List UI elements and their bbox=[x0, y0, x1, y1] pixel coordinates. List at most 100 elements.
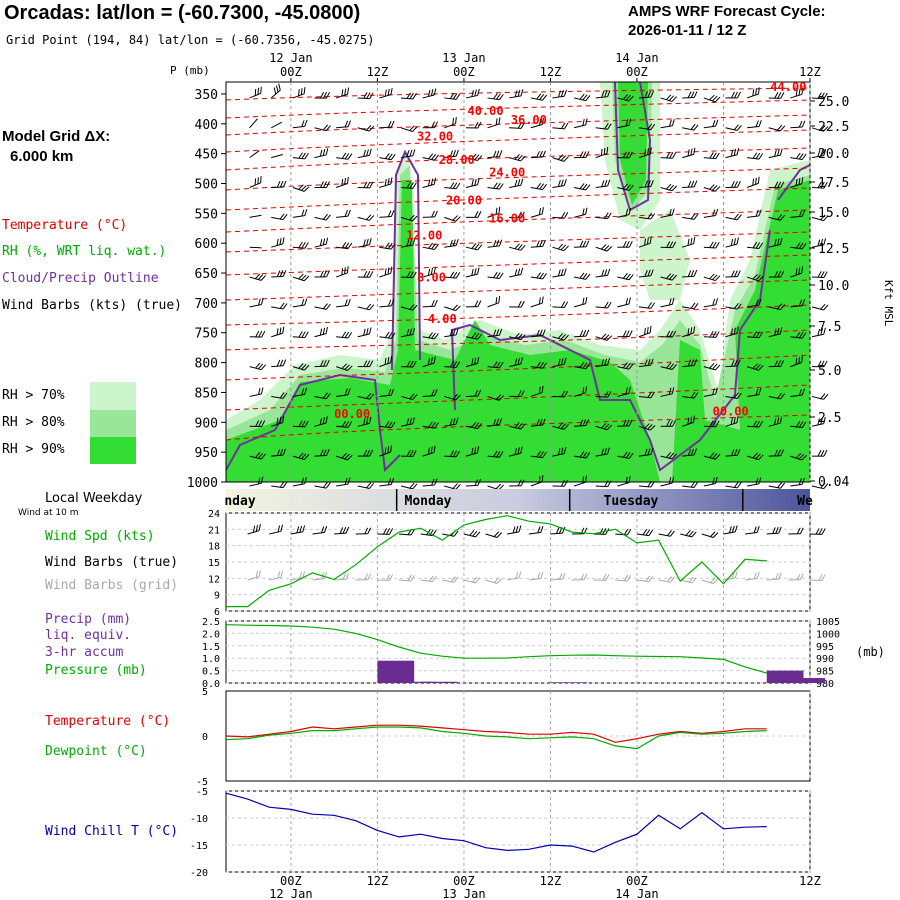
wind-barb bbox=[574, 240, 590, 248]
wind-barb bbox=[638, 391, 655, 399]
grid-wind-barb bbox=[701, 577, 719, 584]
wind-barb bbox=[552, 333, 569, 341]
wind-barb bbox=[422, 445, 436, 457]
wind-barb bbox=[682, 91, 698, 99]
wind-barb bbox=[790, 453, 807, 461]
temperature-tick-label: -5 bbox=[196, 777, 208, 788]
wind-barb bbox=[747, 241, 764, 249]
wind-barb bbox=[660, 362, 677, 370]
height-tick-label: 17.5 bbox=[818, 176, 849, 191]
wind-barb bbox=[422, 389, 438, 397]
wind-barb bbox=[444, 239, 459, 248]
wind-barb bbox=[465, 389, 482, 397]
pressure-tick-label: 650 bbox=[195, 267, 218, 282]
wind-barb bbox=[249, 118, 258, 129]
wind-barb bbox=[811, 238, 827, 248]
wind-barb bbox=[725, 359, 741, 368]
wind-barb bbox=[292, 119, 308, 129]
wind-barb bbox=[401, 450, 417, 457]
wind-barb bbox=[401, 181, 417, 189]
wind-barb bbox=[422, 478, 438, 487]
cloud-outline-upper bbox=[614, 82, 652, 212]
wind-barb bbox=[768, 482, 786, 489]
wind-barb bbox=[811, 92, 828, 100]
wind-barb bbox=[271, 392, 288, 399]
wind-barb bbox=[379, 445, 392, 457]
wind-barb bbox=[249, 330, 266, 338]
wind-barb bbox=[811, 125, 829, 132]
wind-barb bbox=[811, 271, 828, 278]
wind-barb bbox=[725, 91, 741, 99]
wind-barb bbox=[271, 415, 285, 427]
surface-wind-barb bbox=[701, 531, 719, 538]
wind-barb bbox=[682, 391, 699, 399]
wind-barb bbox=[768, 327, 783, 338]
wind-barb bbox=[444, 92, 461, 100]
surface-wind-barb bbox=[636, 529, 654, 537]
wind-barb bbox=[379, 152, 396, 161]
wind-barb bbox=[487, 239, 503, 248]
precip-bar bbox=[420, 681, 458, 683]
surface-wind-barb bbox=[507, 525, 522, 535]
rh90-region-right bbox=[672, 180, 810, 482]
grid-wind-barb bbox=[615, 574, 632, 582]
wind-barb bbox=[617, 297, 631, 308]
wind-barb bbox=[725, 124, 742, 131]
bottom-time-tick-label: 12Z bbox=[799, 874, 821, 888]
wind-barb bbox=[768, 237, 783, 248]
wind-barb bbox=[487, 450, 504, 458]
wind-barb bbox=[725, 448, 741, 457]
wind-barb bbox=[530, 239, 546, 248]
wind-barb bbox=[595, 480, 612, 488]
wind-barb bbox=[249, 362, 267, 371]
temperature-panel-content: -5 0 5 bbox=[196, 687, 811, 788]
wind-barb bbox=[660, 330, 677, 338]
wind-barb bbox=[703, 184, 721, 192]
wind-barb bbox=[444, 116, 457, 129]
contour-label: 36.00 bbox=[511, 113, 547, 127]
wind-barb bbox=[314, 270, 330, 278]
wind-barb bbox=[595, 447, 610, 457]
wind-barb bbox=[595, 333, 613, 341]
legend-wind: Wind Barbs (kts) (true) bbox=[2, 298, 183, 313]
wind-barb bbox=[336, 331, 353, 339]
wind-barb bbox=[530, 451, 547, 459]
weekday-label: Monday bbox=[405, 494, 452, 509]
wind-barb bbox=[768, 181, 785, 189]
rh-fill-layer bbox=[226, 82, 810, 482]
wind-barb bbox=[682, 213, 699, 220]
wind-barb bbox=[444, 304, 461, 312]
cross-section-gridlines bbox=[290, 82, 811, 482]
wind-barb bbox=[465, 332, 483, 340]
temperature-contour-labels: 44.00 40.00 36.00 32.00 28.00 24.00 20.00 16.00… bbox=[334, 80, 806, 421]
wind-barb bbox=[292, 87, 306, 99]
wind-barb bbox=[790, 299, 806, 308]
wind-barb bbox=[530, 475, 544, 487]
wind-barb bbox=[314, 326, 328, 338]
wind-barb bbox=[811, 360, 828, 368]
wind-barb bbox=[271, 270, 287, 278]
wind-barb bbox=[638, 147, 652, 159]
temperature-tick-label: 5 bbox=[202, 687, 208, 698]
bottom-date-label: 14 Jan bbox=[615, 887, 658, 900]
wind-barb bbox=[379, 266, 393, 278]
wind-barb bbox=[660, 208, 675, 218]
wind-barb bbox=[249, 214, 262, 218]
legend-local-weekday: Local Weekday bbox=[45, 491, 143, 506]
bottom-time-tick-label: 00Z bbox=[453, 874, 475, 888]
wind-barb bbox=[638, 358, 654, 368]
wind-barb bbox=[573, 93, 591, 102]
wind-barb bbox=[465, 300, 482, 308]
rh70-region-mid bbox=[640, 210, 690, 300]
grid-wind-barb bbox=[463, 576, 481, 584]
grid-wind-barb bbox=[766, 572, 782, 581]
wind-barb bbox=[638, 423, 656, 431]
wind-barb bbox=[271, 154, 283, 159]
temperature-panel: -5 0 5 bbox=[196, 687, 811, 788]
wind-barb bbox=[422, 332, 439, 340]
wind-barb bbox=[617, 272, 634, 281]
wind-barb bbox=[336, 152, 353, 160]
surface-wind-barb bbox=[290, 525, 306, 535]
wind-barb bbox=[746, 363, 764, 371]
